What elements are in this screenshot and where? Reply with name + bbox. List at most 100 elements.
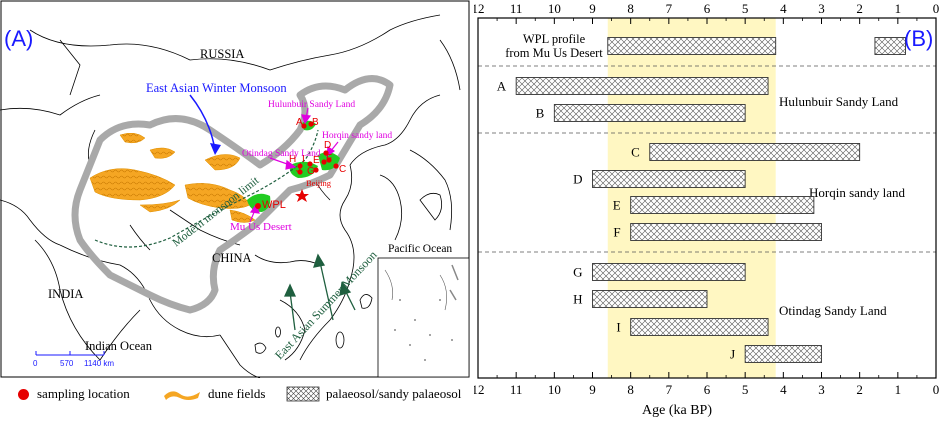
range-bar [553, 104, 746, 122]
row-label: G [573, 265, 582, 280]
group-label: WPL profile from Mu Us Desert [505, 32, 603, 60]
dune-fields [89, 132, 256, 223]
map-legend: sampling location dune fields palaeosol/… [0, 380, 470, 414]
x-tick-label: 9 [589, 1, 596, 16]
row-label: J [730, 347, 735, 362]
region-indian-ocean: Indian Ocean [85, 339, 153, 353]
site-label-wpl: WPL [262, 199, 286, 211]
region-russia: RUSSIA [200, 47, 244, 61]
x-tick-label: 5 [742, 1, 749, 16]
x-tick-label: 1 [895, 382, 902, 397]
point-label-b: B [312, 117, 319, 128]
scale-mid: 570 [60, 359, 74, 368]
x-tick-label: 12 [474, 1, 485, 16]
islands [254, 192, 443, 354]
range-bar [630, 223, 822, 241]
monsoon-limit-line [94, 129, 319, 248]
x-tick-label: 10 [548, 1, 561, 16]
legend-sampling: sampling location [18, 386, 130, 402]
panel-label-a: (A) [4, 26, 33, 51]
range-bar [649, 143, 861, 161]
dune-swatch-icon [164, 391, 200, 400]
beijing-star-icon [295, 189, 309, 202]
scale-zero: 0 [33, 359, 38, 368]
x-tick-label: 3 [818, 1, 825, 16]
x-tick-label: 6 [704, 382, 711, 397]
x-tick-label: 11 [510, 1, 523, 16]
red-dot-icon [18, 388, 29, 400]
legend-dune-label: dune fields [208, 386, 266, 401]
range-bar [630, 318, 769, 336]
site-label-musus: Mu Us Desert [230, 221, 292, 233]
row-label: F [613, 225, 620, 240]
range-bar [592, 263, 746, 281]
point-label-i: I [302, 154, 305, 165]
map-panel: (A) RUSSIA CHINA INDIA Pacific Ocean Ind… [0, 0, 470, 378]
row-label: H [573, 292, 582, 307]
group-label: Horqin sandy land [809, 185, 906, 200]
x-tick-label: 3 [818, 382, 825, 397]
scale-end: 1140 km [84, 359, 114, 368]
point-label-g: G [307, 166, 315, 177]
winter-monsoon-label: East Asian Winter Monsoon [146, 81, 287, 95]
sampling-points [255, 121, 339, 209]
plateau-boundary [71, 75, 394, 314]
x-tick-label: 2 [856, 1, 863, 16]
range-bar [607, 37, 777, 55]
site-label-horqin: Horqin sandy land [322, 131, 392, 141]
group-label: Hulunbuir Sandy Land [779, 94, 899, 109]
age-range-chart: WPL profile from Mu Us Desert Hulunbuir Sa… [474, 1, 940, 418]
x-tick-label: 8 [627, 1, 634, 16]
row-label: E [613, 198, 621, 213]
range-bar [592, 170, 746, 188]
x-tick-label: 12 [474, 382, 485, 397]
x-tick-label: 11 [510, 382, 523, 397]
x-tick-label: 0 [933, 1, 940, 16]
x-tick-label: 2 [856, 382, 863, 397]
legend-palaeosol-label: palaeosol/sandy palaeosol [326, 386, 462, 401]
panel-label-b: (B) [904, 26, 933, 51]
point-label-c: C [339, 164, 346, 175]
region-india: INDIA [48, 287, 83, 301]
group-label: Otindag Sandy Land [779, 303, 887, 318]
x-tick-label: 4 [780, 382, 787, 397]
site-label-beijing: Beijing [306, 178, 332, 188]
range-bar [592, 290, 708, 308]
group-label-line: from Mu Us Desert [505, 46, 603, 60]
site-label-otindag: Otindag Sandy Land [242, 149, 321, 159]
scale-bar: 0 570 1140 km [33, 351, 114, 368]
winter-monsoon-arrow [189, 94, 221, 155]
point-label-a: A [296, 117, 303, 128]
row-label: A [497, 79, 507, 94]
summer-monsoon-arrows [283, 253, 356, 331]
x-tick-label: 10 [548, 382, 561, 397]
x-tick-label: 7 [666, 1, 673, 16]
row-label: I [616, 320, 620, 335]
region-pacific-ocean: Pacific Ocean [388, 243, 452, 255]
site-label-hulunbuir: Hulunbuir Sandy Land [268, 100, 355, 110]
row-label: B [536, 106, 545, 121]
range-bar [744, 345, 822, 363]
country-borders [0, 14, 461, 378]
x-tick-label: 6 [704, 1, 711, 16]
point-label-j: J [296, 164, 301, 175]
x-tick-label: 5 [742, 382, 749, 397]
x-tick-label: 9 [589, 382, 596, 397]
x-axis-label: Age (ka BP) [642, 403, 712, 418]
inset-map [377, 257, 470, 378]
x-tick-label: 0 [933, 382, 940, 397]
row-label: C [631, 145, 640, 160]
legend-palaeosol: palaeosol/sandy palaeosol [286, 386, 461, 402]
range-bar [515, 77, 769, 95]
point-label-d: D [324, 140, 331, 151]
row-label: D [573, 172, 582, 187]
x-tick-label: 4 [780, 1, 787, 16]
region-china: CHINA [212, 251, 252, 265]
x-tick-label: 8 [627, 382, 634, 397]
x-tick-label: 7 [666, 382, 673, 397]
hatch-swatch-icon [286, 386, 320, 402]
range-bar [630, 196, 815, 214]
site-pointer-arrows [249, 107, 339, 223]
range-bar [874, 37, 906, 55]
legend-dune: dune fields [162, 386, 265, 402]
